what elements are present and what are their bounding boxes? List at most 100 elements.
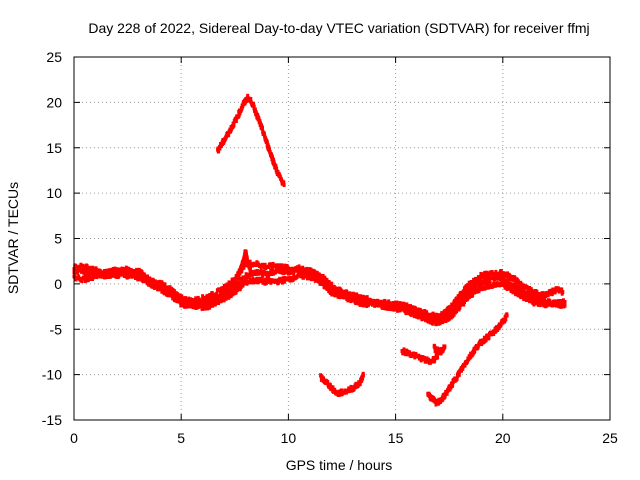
data-point [528,286,532,290]
data-point [234,119,238,123]
data-point [79,262,83,267]
data-point [182,299,186,303]
data-point [340,388,344,393]
data-point [413,314,417,319]
data-point [494,273,498,278]
data-point [354,301,358,306]
data-point [224,296,228,301]
data-point [143,274,147,279]
data-point [318,278,321,283]
data-point [504,283,508,288]
y-tick-label: -10 [42,367,62,383]
data-point [146,274,150,279]
data-point [359,296,362,300]
series-rise-16.5-20.2h [426,312,509,407]
data-point [492,277,496,282]
data-point [418,310,422,315]
data-point [509,274,513,279]
data-point [282,279,286,284]
data-point [416,313,420,317]
data-point [203,306,207,311]
series-hump-7-10h [216,93,286,187]
data-point [424,312,428,317]
data-point [406,308,410,313]
data-point [249,266,252,271]
data-point [312,270,316,275]
series-short-drop-16.8h [432,343,440,354]
data-point [245,256,249,261]
data-point [114,269,118,274]
data-point [274,263,278,268]
data-point [178,300,182,305]
data-point [424,318,428,323]
data-point [264,270,268,275]
data-point [194,296,198,301]
data-point [255,269,259,273]
data-point [438,321,442,326]
grid-layer [74,57,610,420]
y-tick-label: 25 [46,49,62,65]
data-point [422,316,426,321]
data-point [365,297,368,302]
data-point [405,302,409,307]
data-point [250,272,254,277]
data-point [242,265,246,270]
data-point [295,268,299,273]
data-point [117,274,121,279]
data-point [433,358,437,363]
data-point [350,292,353,297]
data-point [193,302,197,307]
data-point [534,294,538,299]
data-point [152,285,156,290]
data-point [485,274,489,279]
data-point [80,279,84,284]
data-point [331,385,335,390]
data-point [300,271,304,276]
data-point [282,180,286,185]
data-point [275,278,279,283]
data-point [174,295,178,300]
data-point [487,335,491,340]
data-point [253,107,257,112]
data-point [129,268,133,272]
data-point [487,278,491,283]
data-point [272,160,276,164]
data-point [376,300,380,305]
data-point [451,383,455,387]
data-point [358,381,362,386]
data-point [163,282,167,287]
data-point [483,273,487,278]
data-point [248,259,252,264]
x-tick-label: 5 [177,430,185,446]
data-point [87,268,91,273]
data-point [261,273,265,278]
data-point [234,290,238,295]
data-point [505,313,509,318]
data-point [301,265,305,270]
data-point [276,280,280,285]
data-point [209,295,213,300]
data-point [281,276,285,281]
data-point [530,288,534,293]
data-point [270,272,274,276]
data-point [463,300,466,305]
data-point [80,265,84,270]
y-tick-label: -5 [50,321,63,337]
data-point [361,373,365,378]
data-point [99,270,102,275]
data-point [357,299,361,304]
data-point [425,356,429,361]
data-point [402,301,406,306]
y-tick-label: 0 [54,276,62,292]
data-point [506,275,510,280]
data-point [220,286,223,291]
data-point [211,303,215,308]
series-dip-11.5-13.5h [319,371,365,397]
data-point [431,356,435,360]
data-point [144,277,148,282]
data-point [499,323,503,328]
data-point [112,272,115,277]
data-point [437,347,440,352]
data-point [474,284,477,289]
